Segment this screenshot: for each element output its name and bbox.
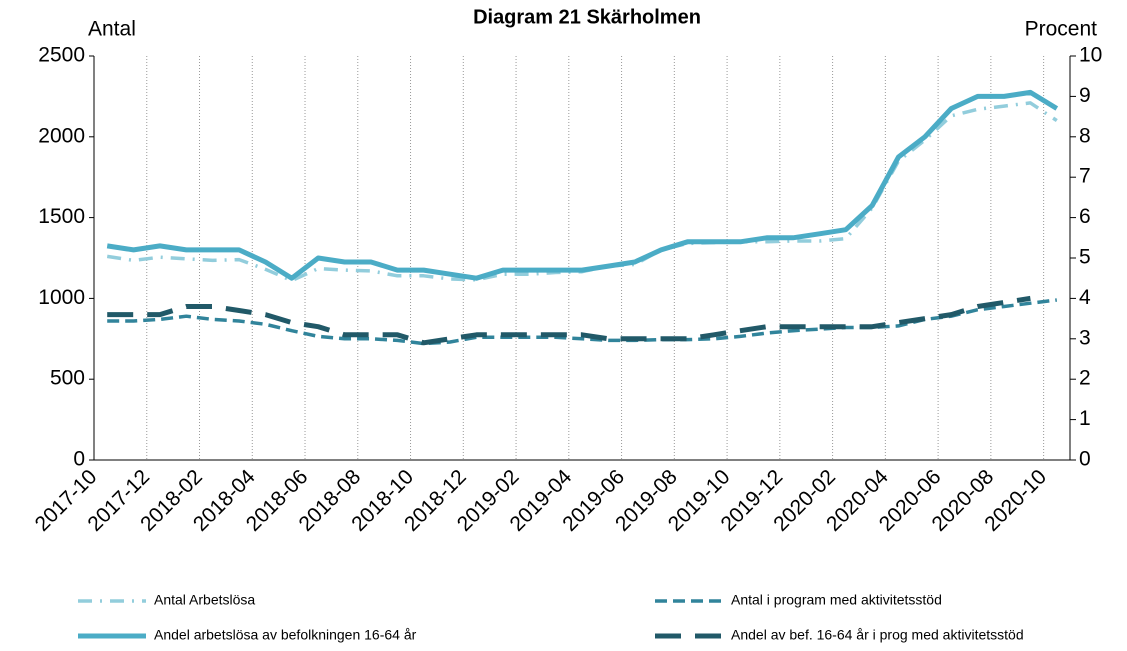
legend-label: Andel av bef. 16-64 år i prog med aktivi… bbox=[731, 627, 1024, 643]
legend-label: Antal Arbetslösa bbox=[154, 592, 255, 608]
y2-tick-label: 5 bbox=[1079, 246, 1091, 269]
y2-tick-label: 3 bbox=[1079, 326, 1091, 349]
y2-tick-label: 7 bbox=[1079, 165, 1091, 188]
y2-tick-label: 9 bbox=[1079, 84, 1091, 107]
series-line bbox=[106, 89, 1059, 281]
y2-tick-label: 6 bbox=[1079, 205, 1091, 228]
y2-axis-label: Procent bbox=[1025, 18, 1098, 41]
y-tick-label: 0 bbox=[73, 448, 85, 471]
series-line bbox=[107, 295, 1031, 346]
y-tick-label: 2500 bbox=[38, 44, 85, 67]
series-line bbox=[107, 298, 1058, 346]
y-axis-label: Antal bbox=[88, 18, 136, 41]
y-tick-label: 500 bbox=[50, 367, 85, 390]
y2-tick-label: 1 bbox=[1079, 407, 1091, 430]
y-tick-label: 1500 bbox=[38, 205, 85, 228]
y2-tick-label: 2 bbox=[1079, 367, 1091, 390]
chart-title: Diagram 21 Skärholmen bbox=[473, 6, 701, 28]
legend-label: Andel arbetslösa av befolkningen 16-64 å… bbox=[154, 627, 417, 643]
y2-tick-label: 8 bbox=[1079, 124, 1091, 147]
y2-tick-label: 4 bbox=[1079, 286, 1091, 309]
y-tick-label: 1000 bbox=[38, 286, 85, 309]
y2-tick-label: 10 bbox=[1079, 44, 1102, 67]
y-tick-label: 2000 bbox=[38, 124, 85, 147]
y2-tick-label: 0 bbox=[1079, 448, 1091, 471]
legend-label: Antal i program med aktivitetsstöd bbox=[731, 592, 942, 608]
